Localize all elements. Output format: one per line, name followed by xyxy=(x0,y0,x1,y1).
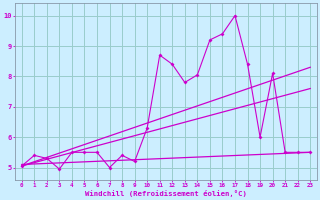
X-axis label: Windchill (Refroidissement éolien,°C): Windchill (Refroidissement éolien,°C) xyxy=(85,190,247,197)
